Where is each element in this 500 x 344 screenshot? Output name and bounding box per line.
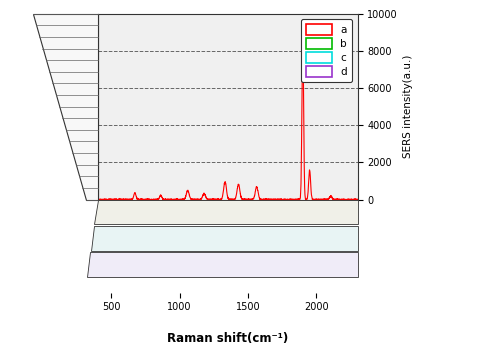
Y-axis label: SERS intensity(a.u.): SERS intensity(a.u.) (404, 55, 413, 158)
X-axis label: Raman shift(cm⁻¹): Raman shift(cm⁻¹) (167, 332, 288, 344)
Legend: a, b, c, d: a, b, c, d (301, 19, 352, 82)
